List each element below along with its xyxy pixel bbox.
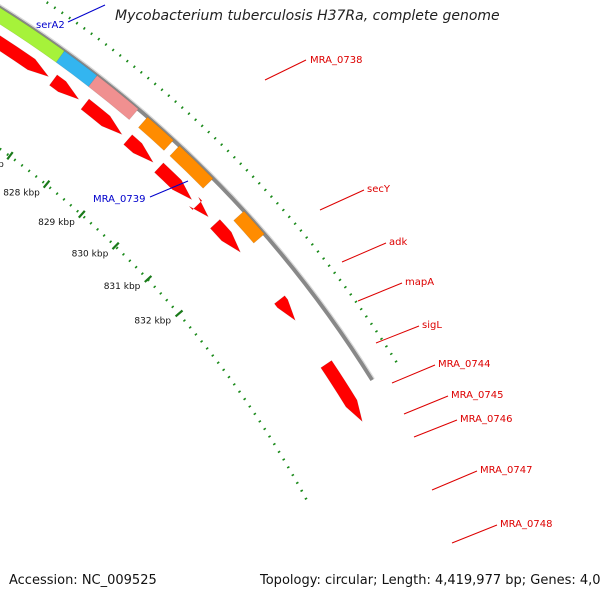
gene-label: MRA_0744: [438, 359, 490, 370]
cds-forward-mra-0744: [154, 162, 193, 201]
gene-label-leader: [357, 282, 403, 302]
gene-label: MRA_0747: [480, 465, 532, 476]
cds-forward-mra-0746: [209, 219, 242, 253]
gene-label: serA2: [36, 20, 65, 31]
cog-segment-mra-0744: [169, 145, 214, 189]
gene-label-leader: [319, 189, 365, 211]
cds-forward-adk: [49, 74, 80, 100]
scale-tick-label: 827 kbp: [0, 160, 4, 170]
scale-tick-label: 830 kbp: [72, 249, 109, 259]
cog-segment-secy: [0, 7, 65, 63]
gene-label: MRA_0746: [460, 414, 512, 425]
cds-forward-secy: [0, 35, 50, 78]
gene-label-leader: [413, 419, 458, 438]
scale-tick-label: 829 kbp: [38, 218, 75, 228]
gene-label: sigL: [422, 320, 442, 331]
gene-label: mapA: [405, 277, 434, 288]
scale-tick: [111, 241, 120, 250]
gene-label: MRA_0739: [93, 194, 145, 205]
scale-tick: [6, 151, 14, 160]
gene-label: secY: [367, 184, 391, 195]
gene-label: MRA_0738: [310, 55, 362, 66]
cds-forward-sigl: [123, 134, 154, 163]
cog-segment-adk: [55, 50, 98, 88]
gene-label-leader: [403, 395, 449, 415]
scale-tick-label: 828 kbp: [3, 188, 40, 198]
gene-label-leader: [391, 364, 436, 384]
gene-label: MRA_0745: [451, 390, 503, 401]
cog-segment-sigl: [137, 116, 174, 151]
cds-forward-mra-0747: [274, 295, 296, 322]
scale-tick: [77, 210, 86, 219]
scale-tick: [144, 275, 153, 283]
genome-summary-text: Topology: circular; Length: 4,419,977 bp…: [260, 573, 600, 588]
accession-text: Accession: NC_009525: [9, 573, 157, 588]
gene-label-leader: [341, 242, 387, 263]
cog-segment-mapa: [88, 75, 139, 121]
scale-tick: [42, 180, 51, 189]
gene-label: MRA_0748: [500, 519, 552, 530]
gene-label-leader: [431, 470, 478, 491]
cog-segment-mra-0746: [233, 210, 265, 244]
gene-label: adk: [389, 237, 407, 248]
gene-label-leader: [451, 524, 498, 544]
scale-tick: [174, 309, 184, 318]
scale-tick-label: 832 kbp: [134, 316, 171, 326]
gene-label-leader: [149, 180, 189, 198]
gene-label-leader: [264, 59, 307, 81]
genome-backbone-highlight: [0, 4, 375, 380]
cds-forward-mapa: [80, 98, 123, 136]
gene-label-leader: [67, 4, 106, 23]
map-title: Mycobacterium tuberculosis H37Ra, comple…: [115, 8, 500, 24]
gene-label-leader: [375, 325, 420, 344]
cds-forward-mra-0745: [188, 196, 209, 218]
scale-tick-label: 831 kbp: [104, 282, 141, 292]
cds-forward-mra-0748: [320, 360, 363, 423]
